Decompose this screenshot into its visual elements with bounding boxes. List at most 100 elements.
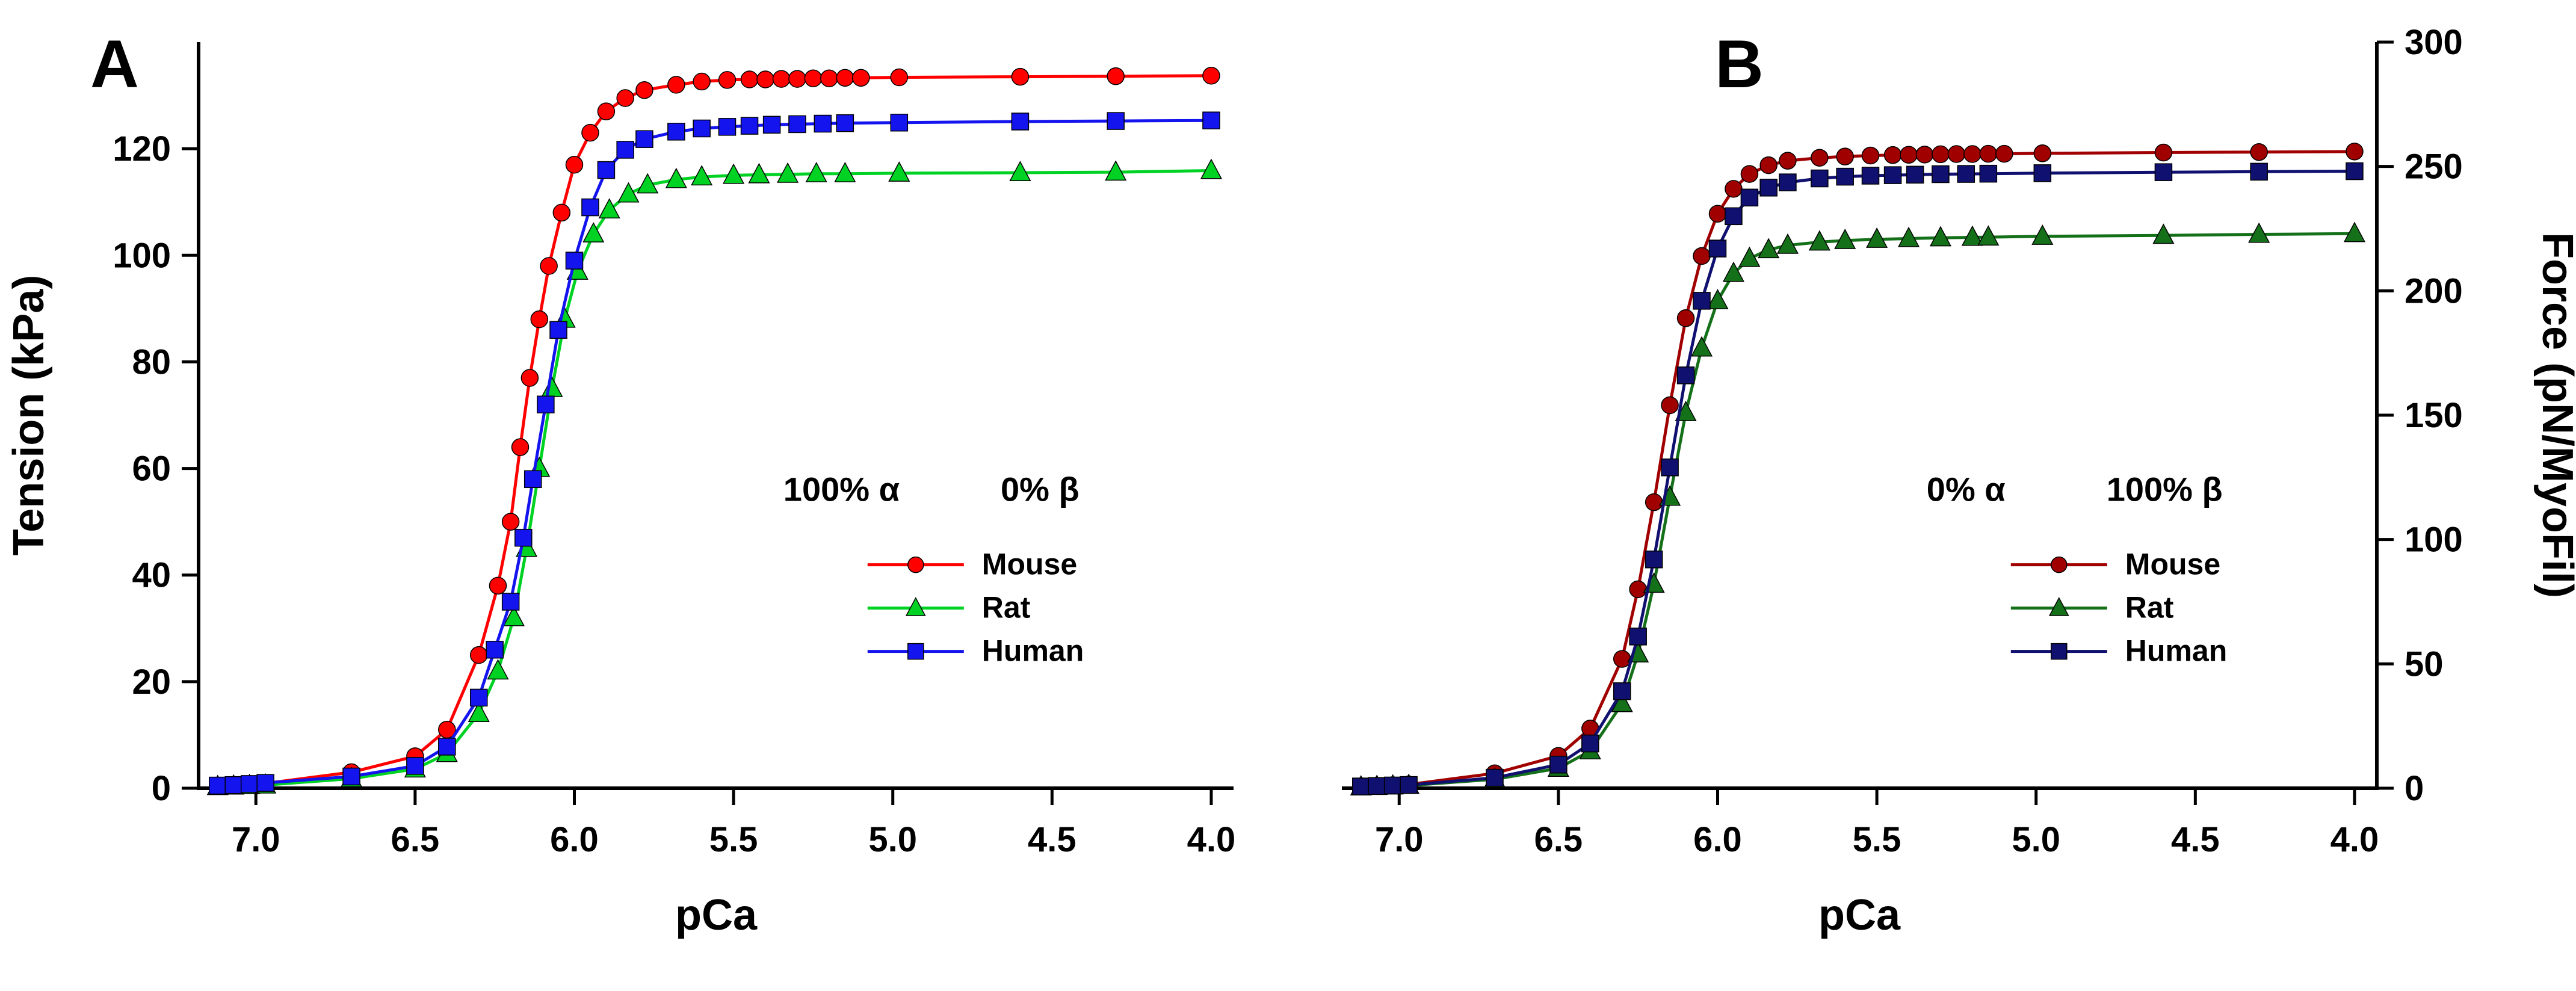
data-point-rat — [1834, 229, 1856, 249]
data-point-human — [1957, 165, 1975, 183]
data-point-rat — [487, 659, 509, 680]
data-point-mouse — [616, 89, 634, 107]
data-point-mouse — [1811, 149, 1829, 167]
x-tick-label: 6.0 — [1693, 820, 1742, 859]
data-point-human — [1932, 165, 1950, 184]
data-point-human — [1979, 164, 1998, 183]
data-point-mouse — [693, 72, 711, 91]
data-point-human — [1352, 777, 1370, 795]
data-point-human — [240, 775, 259, 793]
data-point-mouse — [1861, 146, 1880, 165]
data-point-rat — [1105, 160, 1127, 181]
data-point-mouse — [2033, 144, 2052, 162]
data-point-mouse — [1676, 309, 1695, 327]
data-point-human — [342, 767, 360, 786]
x-tick-label: 6.5 — [391, 820, 440, 859]
data-point-mouse — [788, 70, 806, 88]
y-tick-label: 80 — [132, 342, 171, 381]
data-point-mouse — [804, 69, 823, 87]
data-point-human — [1883, 166, 1902, 184]
data-point-mouse — [2250, 143, 2268, 161]
data-point-human — [537, 395, 555, 414]
data-point-rat — [1009, 161, 1031, 182]
data-point-rat — [691, 165, 713, 186]
series-line-mouse — [217, 74, 1212, 788]
x-tick-label: 4.5 — [1028, 820, 1076, 859]
x-tick-label: 5.5 — [709, 820, 758, 859]
legend-label-human: Human — [2125, 634, 2227, 668]
data-point-human — [1400, 776, 1418, 794]
x-tick-label: 6.5 — [1534, 820, 1583, 859]
data-point-mouse — [597, 102, 616, 120]
data-point-human — [1693, 292, 1711, 310]
data-point-mouse — [501, 513, 520, 531]
panel-b: 7.0 6.5 6.0 5.5 5.0 4.5 4.0 0 50 100 150 200 250 300 p… — [1294, 0, 2576, 991]
x-tick-label: 5.5 — [1853, 820, 1901, 859]
data-point-human — [581, 198, 599, 217]
data-point-human — [1383, 776, 1402, 795]
data-point-mouse — [820, 69, 838, 87]
data-point-rat — [748, 162, 770, 184]
data-point-mouse — [1011, 67, 1030, 86]
data-point-mouse — [1693, 247, 1711, 265]
data-point-human — [635, 130, 653, 148]
data-point-human — [2033, 164, 2052, 182]
data-point-mouse — [2154, 143, 2173, 162]
data-point-rat — [541, 376, 563, 397]
chart-a: 7.0 6.5 6.0 5.5 5.0 4.5 4.0 0 20 40 60 80 100 120 pCa T… — [5, 26, 1235, 939]
legend-label-human: Human — [982, 634, 1084, 668]
y-tick-label: 20 — [132, 662, 171, 702]
data-point-rat — [582, 222, 605, 242]
data-point-rat — [834, 161, 856, 182]
data-point-human — [1906, 165, 1924, 184]
data-point-human — [1725, 207, 1743, 226]
x-tick-label: 4.0 — [2330, 820, 2379, 859]
data-point-mouse — [890, 68, 909, 87]
data-point-human — [616, 141, 634, 159]
data-point-human — [1740, 188, 1759, 207]
data-point-human — [486, 640, 504, 659]
data-point-human — [524, 470, 542, 489]
x-tick-label: 4.5 — [2171, 820, 2220, 859]
data-point-mouse — [1645, 493, 1663, 511]
data-point-mouse — [1932, 145, 1950, 164]
data-point-rat — [1690, 336, 1713, 357]
y-tick-label: 150 — [2405, 396, 2463, 435]
data-point-human — [2154, 163, 2173, 181]
data-point-rat — [2152, 223, 2175, 244]
series-line-rat — [1361, 232, 2355, 789]
data-point-human — [814, 114, 832, 133]
data-point-rat — [1758, 238, 1780, 259]
data-point-rat — [1929, 226, 1951, 247]
data-point-human — [693, 119, 711, 138]
data-point-rat — [805, 161, 827, 182]
legend-marker-rat — [905, 597, 926, 616]
data-point-human — [1676, 366, 1695, 384]
data-point-mouse — [1107, 67, 1125, 85]
data-point-human — [762, 116, 781, 134]
data-point-rat — [1961, 225, 1983, 246]
data-point-human — [256, 774, 274, 792]
data-point-human — [1661, 458, 1679, 477]
data-point-human — [1549, 755, 1568, 774]
data-point-mouse — [469, 646, 488, 664]
data-point-rat — [1776, 233, 1799, 254]
data-point-human — [1581, 734, 1599, 753]
x-tick-label: 7.0 — [1375, 820, 1424, 859]
legend-label-rat: Rat — [982, 591, 1031, 625]
data-point-human — [224, 776, 242, 794]
legend-label-rat: Rat — [2125, 591, 2174, 625]
data-point-human — [469, 688, 488, 707]
y-tick-label: 40 — [132, 556, 171, 595]
data-point-rat — [888, 161, 910, 182]
data-point-human — [406, 757, 424, 775]
data-point-rat — [1866, 227, 1888, 248]
data-point-human — [740, 117, 759, 135]
legend-title: 100% α 0% β — [783, 471, 1080, 508]
x-tick-label: 5.0 — [868, 820, 917, 859]
data-point-human — [438, 738, 456, 756]
data-point-mouse — [1759, 156, 1778, 174]
data-point-human — [667, 123, 685, 141]
data-point-rat — [637, 173, 659, 194]
